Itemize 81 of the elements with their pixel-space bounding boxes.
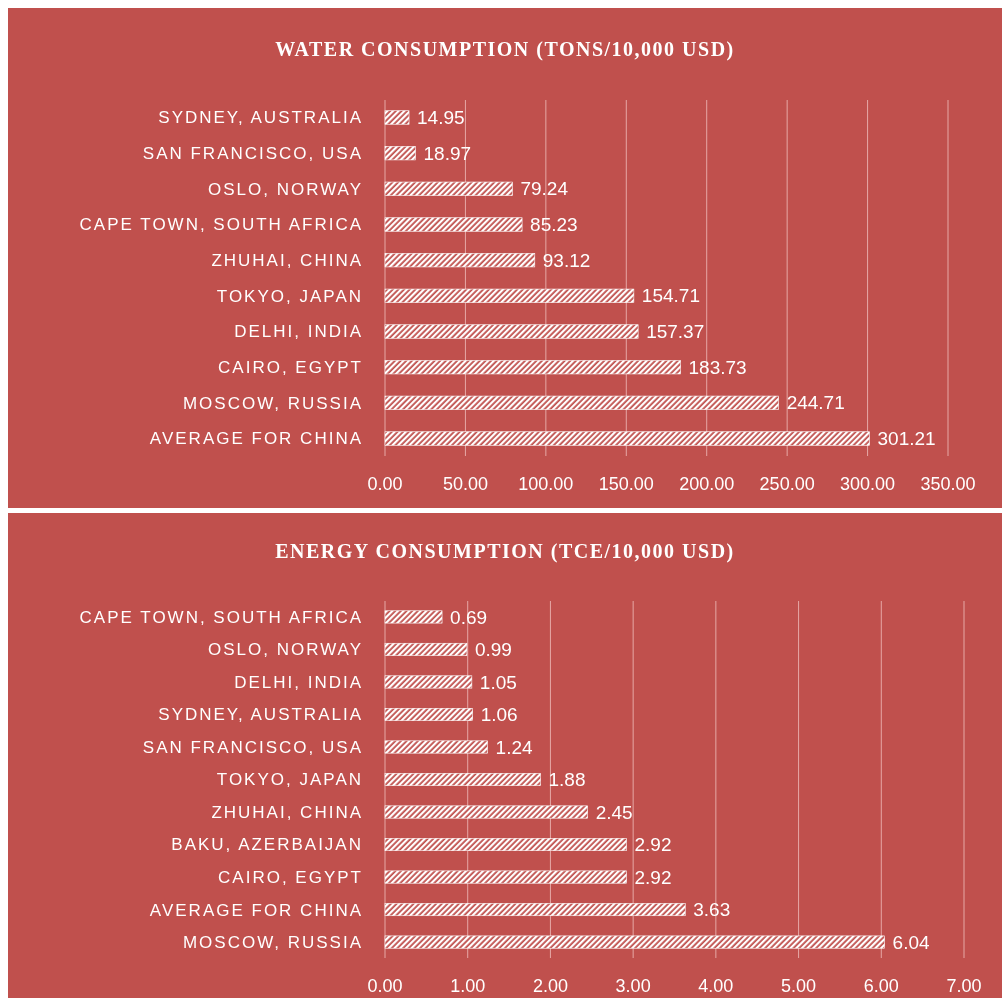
bar: [384, 217, 523, 232]
y-tick-label: MOSCOW, RUSSIA: [182, 933, 363, 953]
y-tick-label: TOKYO, JAPAN: [216, 286, 363, 306]
data-label: 0.69: [450, 606, 488, 628]
data-label: 157.37: [646, 321, 705, 343]
x-tick-label: 250.00: [759, 474, 815, 494]
y-tick-label: CAPE TOWN, SOUTH AFRICA: [79, 215, 363, 235]
y-tick-label: CAIRO, EGYPT: [218, 867, 363, 887]
x-tick-label: 5.00: [781, 976, 817, 996]
x-tick-label: 350.00: [920, 474, 976, 494]
y-tick-label: OSLO, NORWAY: [208, 179, 363, 199]
x-tick-label: 150.00: [598, 474, 654, 494]
x-tick-label: 4.00: [698, 976, 734, 996]
data-label: 3.63: [693, 899, 731, 921]
data-label: 79.24: [520, 178, 569, 200]
data-label: 1.88: [548, 769, 586, 791]
x-tick-label: 0.00: [367, 474, 403, 494]
bar: [384, 431, 870, 446]
data-label: 6.04: [892, 931, 931, 953]
x-tick-label: 50.00: [442, 474, 488, 494]
y-tick-label: SAN FRANCISCO, USA: [142, 737, 363, 757]
bar: [384, 610, 443, 624]
bar: [384, 935, 885, 949]
y-tick-label: AVERAGE FOR CHINA: [149, 900, 363, 920]
bar: [384, 708, 473, 721]
data-label: 2.45: [595, 801, 633, 823]
y-tick-label: SYDNEY, AUSTRALIA: [158, 108, 363, 128]
data-label: 0.99: [474, 639, 512, 661]
y-tick-label: ZHUHAI, CHINA: [211, 251, 363, 271]
bar: [384, 360, 681, 375]
x-tick-label: 3.00: [615, 976, 651, 996]
bar: [384, 675, 473, 689]
data-label: 93.12: [542, 249, 591, 271]
bar: [384, 181, 513, 196]
bar: [384, 870, 627, 884]
bar: [384, 395, 779, 410]
y-tick-label: SYDNEY, AUSTRALIA: [158, 705, 363, 725]
y-tick-label: CAIRO, EGYPT: [218, 358, 363, 378]
y-tick-label: OSLO, NORWAY: [208, 640, 363, 660]
x-tick-label: 0.00: [367, 976, 403, 996]
y-tick-label: CAPE TOWN, SOUTH AFRICA: [79, 607, 363, 627]
data-label: 18.97: [423, 142, 472, 164]
y-tick-label: AVERAGE FOR CHINA: [149, 429, 363, 449]
bar: [384, 146, 416, 161]
data-label: 14.95: [417, 107, 465, 129]
x-tick-label: 2.00: [532, 976, 568, 996]
bar: [384, 642, 468, 656]
bar: [384, 773, 541, 786]
y-tick-label: SAN FRANCISCO, USA: [142, 144, 363, 164]
bar: [384, 838, 627, 852]
x-tick-label: 100.00: [518, 474, 574, 494]
bar: [384, 903, 686, 917]
data-label: 183.73: [688, 356, 747, 378]
data-label: 244.71: [786, 392, 845, 414]
y-tick-label: BAKU, AZERBAIJAN: [171, 835, 363, 855]
bar: [384, 740, 488, 754]
x-tick-label: 1.00: [450, 976, 486, 996]
y-tick-label: DELHI, INDIA: [234, 322, 363, 342]
bar: [384, 805, 588, 819]
x-tick-label: 6.00: [863, 976, 899, 996]
y-tick-label: MOSCOW, RUSSIA: [182, 393, 363, 413]
x-tick-label: 7.00: [946, 976, 982, 996]
chart-title: ENERGY CONSUMPTION (TCE/10,000 USD): [275, 540, 735, 563]
chart-title: WATER CONSUMPTION (TONS/10,000 USD): [275, 38, 735, 61]
y-tick-label: ZHUHAI, CHINA: [211, 802, 363, 822]
data-label: 2.92: [634, 866, 672, 888]
data-label: 301.21: [877, 428, 936, 450]
bar: [384, 110, 410, 125]
data-label: 1.06: [480, 704, 518, 726]
data-label: 154.71: [641, 285, 700, 307]
x-tick-label: 200.00: [679, 474, 735, 494]
data-label: 2.92: [634, 834, 672, 856]
y-tick-label: DELHI, INDIA: [234, 672, 363, 692]
data-label: 1.05: [479, 671, 517, 693]
bar: [384, 253, 536, 268]
y-tick-label: TOKYO, JAPAN: [216, 770, 363, 790]
bar: [384, 324, 639, 339]
bar: [384, 288, 635, 303]
x-tick-label: 300.00: [840, 474, 896, 494]
data-label: 1.24: [495, 736, 533, 758]
data-label: 85.23: [530, 214, 578, 236]
